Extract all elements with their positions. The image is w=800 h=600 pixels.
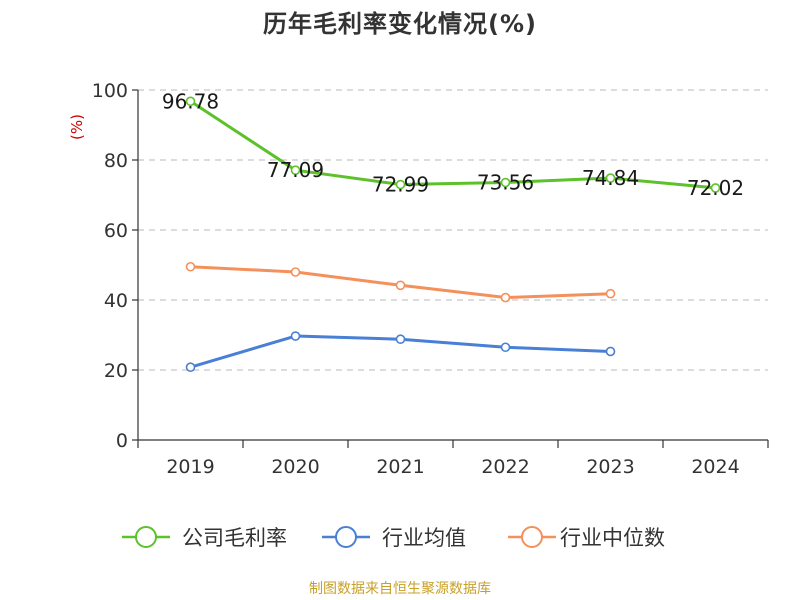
legend-label: 行业均值 (382, 526, 466, 550)
data-point (395, 179, 406, 190)
y-tick-label: 60 (104, 220, 128, 242)
data-point (500, 342, 511, 353)
legend-item[interactable]: 行业中位数 (508, 526, 665, 550)
x-tick-label: 2021 (376, 456, 424, 478)
y-tick-label: 0 (116, 430, 128, 452)
source-note: 制图数据来自恒生聚源数据库 (309, 581, 491, 597)
x-tick-label: 2020 (271, 456, 319, 478)
data-point (290, 331, 301, 341)
legend-label: 行业中位数 (560, 526, 665, 550)
data-point (395, 280, 406, 291)
legend-label: 公司毛利率 (182, 526, 287, 550)
x-tick-label: 2022 (481, 456, 529, 478)
data-point (290, 267, 301, 277)
data-point (395, 334, 406, 345)
y-tick-label: 80 (104, 150, 128, 172)
y-axis-unit: (%) (68, 114, 86, 140)
data-point (500, 292, 511, 303)
data-point (500, 177, 511, 188)
data-label: 73.56 (477, 171, 534, 195)
data-label: 72.02 (687, 176, 744, 200)
y-tick-label: 20 (104, 360, 128, 382)
data-point (710, 183, 721, 193)
legend-swatch-marker (521, 526, 543, 548)
x-tick-label: 2023 (586, 456, 634, 478)
series-line (189, 100, 716, 190)
data-point (605, 173, 616, 183)
data-point (185, 362, 196, 373)
data-point (185, 261, 196, 272)
legend-item[interactable]: 公司毛利率 (122, 526, 287, 550)
y-tick-label: 40 (104, 290, 128, 312)
chart-title: 历年毛利率变化情况(%) (263, 10, 537, 38)
data-point (185, 96, 196, 107)
legend-item[interactable]: 行业均值 (322, 526, 466, 550)
x-tick-label: 2019 (166, 456, 214, 478)
y-tick-label: 100 (92, 80, 128, 102)
data-label: 96.78 (162, 89, 219, 113)
data-point (290, 165, 301, 175)
x-tick-label: 2024 (691, 456, 739, 478)
data-label: 74.84 (582, 166, 639, 190)
data-point (605, 346, 616, 357)
data-label: 77.09 (267, 158, 324, 182)
legend-swatch-marker (335, 526, 357, 548)
data-point (605, 288, 616, 299)
data-label: 72.99 (372, 173, 429, 197)
legend-swatch-marker (135, 526, 157, 548)
